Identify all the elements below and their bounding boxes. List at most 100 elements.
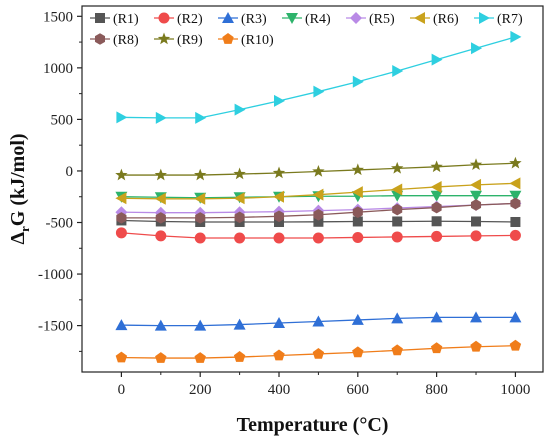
data-point bbox=[313, 208, 324, 221]
data-point bbox=[471, 216, 482, 227]
data-point bbox=[195, 212, 206, 224]
data-point bbox=[431, 201, 442, 214]
legend-marker bbox=[479, 12, 490, 24]
data-point bbox=[430, 311, 443, 323]
series-layer bbox=[115, 30, 522, 363]
data-point bbox=[195, 111, 207, 124]
data-point bbox=[351, 163, 364, 176]
legend-label: (R1) bbox=[113, 12, 139, 27]
legend-marker bbox=[222, 12, 234, 23]
data-point bbox=[431, 230, 443, 242]
data-point bbox=[352, 216, 363, 227]
data-point bbox=[470, 230, 482, 242]
legend-marker bbox=[222, 33, 234, 44]
data-point bbox=[470, 199, 482, 211]
plot-frame bbox=[81, 5, 544, 373]
data-point bbox=[194, 232, 206, 244]
data-point bbox=[391, 231, 403, 243]
data-point bbox=[273, 349, 285, 361]
data-point bbox=[392, 216, 403, 227]
y-axis-title-subscript: r bbox=[17, 226, 32, 232]
legend-label: (R3) bbox=[241, 12, 267, 27]
legend-label: (R9) bbox=[177, 33, 203, 48]
data-point bbox=[509, 190, 522, 202]
data-point bbox=[313, 85, 325, 98]
legend-label: (R7) bbox=[497, 12, 523, 27]
data-point bbox=[273, 232, 285, 244]
legend-item-8: (R8) bbox=[90, 33, 139, 48]
legend-item-2: (R2) bbox=[154, 12, 203, 27]
data-point bbox=[510, 197, 521, 210]
legend-label: (R10) bbox=[241, 33, 274, 48]
data-point bbox=[115, 192, 127, 205]
legend: (R1) (R2) (R3) (R4) (R5) (R6) (R7) (R8) (R9) (R10… bbox=[90, 12, 523, 48]
data-point bbox=[431, 53, 443, 66]
legend-marker bbox=[157, 32, 171, 45]
data-point bbox=[510, 216, 521, 227]
y-axis-title: ΔrG (kJ/mol) bbox=[7, 133, 32, 244]
data-point bbox=[155, 230, 167, 242]
data-point bbox=[352, 346, 364, 358]
data-point bbox=[233, 351, 246, 362]
data-point bbox=[273, 190, 285, 203]
data-point bbox=[155, 212, 166, 224]
legend-label: (R8) bbox=[113, 33, 139, 48]
data-point bbox=[510, 30, 522, 43]
data-point bbox=[233, 192, 245, 205]
data-point bbox=[154, 168, 167, 181]
data-point bbox=[313, 216, 324, 227]
data-point bbox=[509, 339, 522, 351]
series-7 bbox=[116, 30, 522, 124]
data-point bbox=[470, 190, 483, 202]
data-point bbox=[470, 178, 482, 191]
legend-item-1: (R1) bbox=[90, 12, 139, 27]
data-point bbox=[116, 212, 127, 224]
data-point bbox=[391, 183, 403, 196]
x-tick-label: 800 bbox=[425, 382, 448, 398]
series-9 bbox=[115, 156, 522, 181]
series-8 bbox=[116, 197, 521, 224]
x-tick-label: 400 bbox=[268, 382, 291, 398]
series-6 bbox=[115, 177, 521, 205]
series-line bbox=[121, 36, 516, 119]
data-point bbox=[312, 315, 325, 327]
y-tick-label: 1000 bbox=[43, 61, 73, 77]
y-axis-title-delta: Δ bbox=[7, 232, 29, 245]
legend-marker bbox=[286, 13, 298, 24]
data-point bbox=[115, 227, 127, 239]
legend-marker bbox=[158, 12, 170, 24]
data-point bbox=[312, 347, 325, 359]
legend-item-6: (R6) bbox=[410, 12, 459, 27]
data-point bbox=[155, 111, 167, 124]
data-point bbox=[431, 216, 442, 227]
data-point bbox=[352, 231, 364, 243]
y-tick-label: 500 bbox=[51, 112, 74, 128]
legend-label: (R6) bbox=[433, 12, 459, 27]
data-point bbox=[509, 311, 522, 323]
data-point bbox=[391, 161, 404, 174]
y-axis-title-rest: G (kJ/mol) bbox=[7, 133, 29, 226]
legend-marker bbox=[414, 12, 425, 24]
data-point bbox=[154, 192, 166, 205]
data-point bbox=[391, 312, 404, 324]
data-point bbox=[234, 103, 246, 116]
data-point bbox=[233, 318, 246, 330]
data-point bbox=[155, 352, 167, 363]
data-point bbox=[154, 319, 167, 331]
data-point bbox=[469, 158, 483, 171]
data-point bbox=[352, 206, 363, 218]
data-point bbox=[194, 352, 206, 363]
x-tick-label: 0 bbox=[118, 382, 126, 398]
data-point bbox=[509, 177, 521, 190]
data-point bbox=[430, 180, 442, 193]
data-point bbox=[392, 64, 404, 77]
data-point bbox=[234, 232, 246, 244]
legend-marker bbox=[350, 12, 362, 24]
x-tick-label: 200 bbox=[189, 382, 212, 398]
data-point bbox=[115, 319, 128, 331]
data-point bbox=[392, 203, 403, 216]
legend-item-7: (R7) bbox=[474, 12, 523, 27]
legend-item-4: (R4) bbox=[282, 12, 331, 27]
legend-item-5: (R5) bbox=[346, 12, 395, 27]
